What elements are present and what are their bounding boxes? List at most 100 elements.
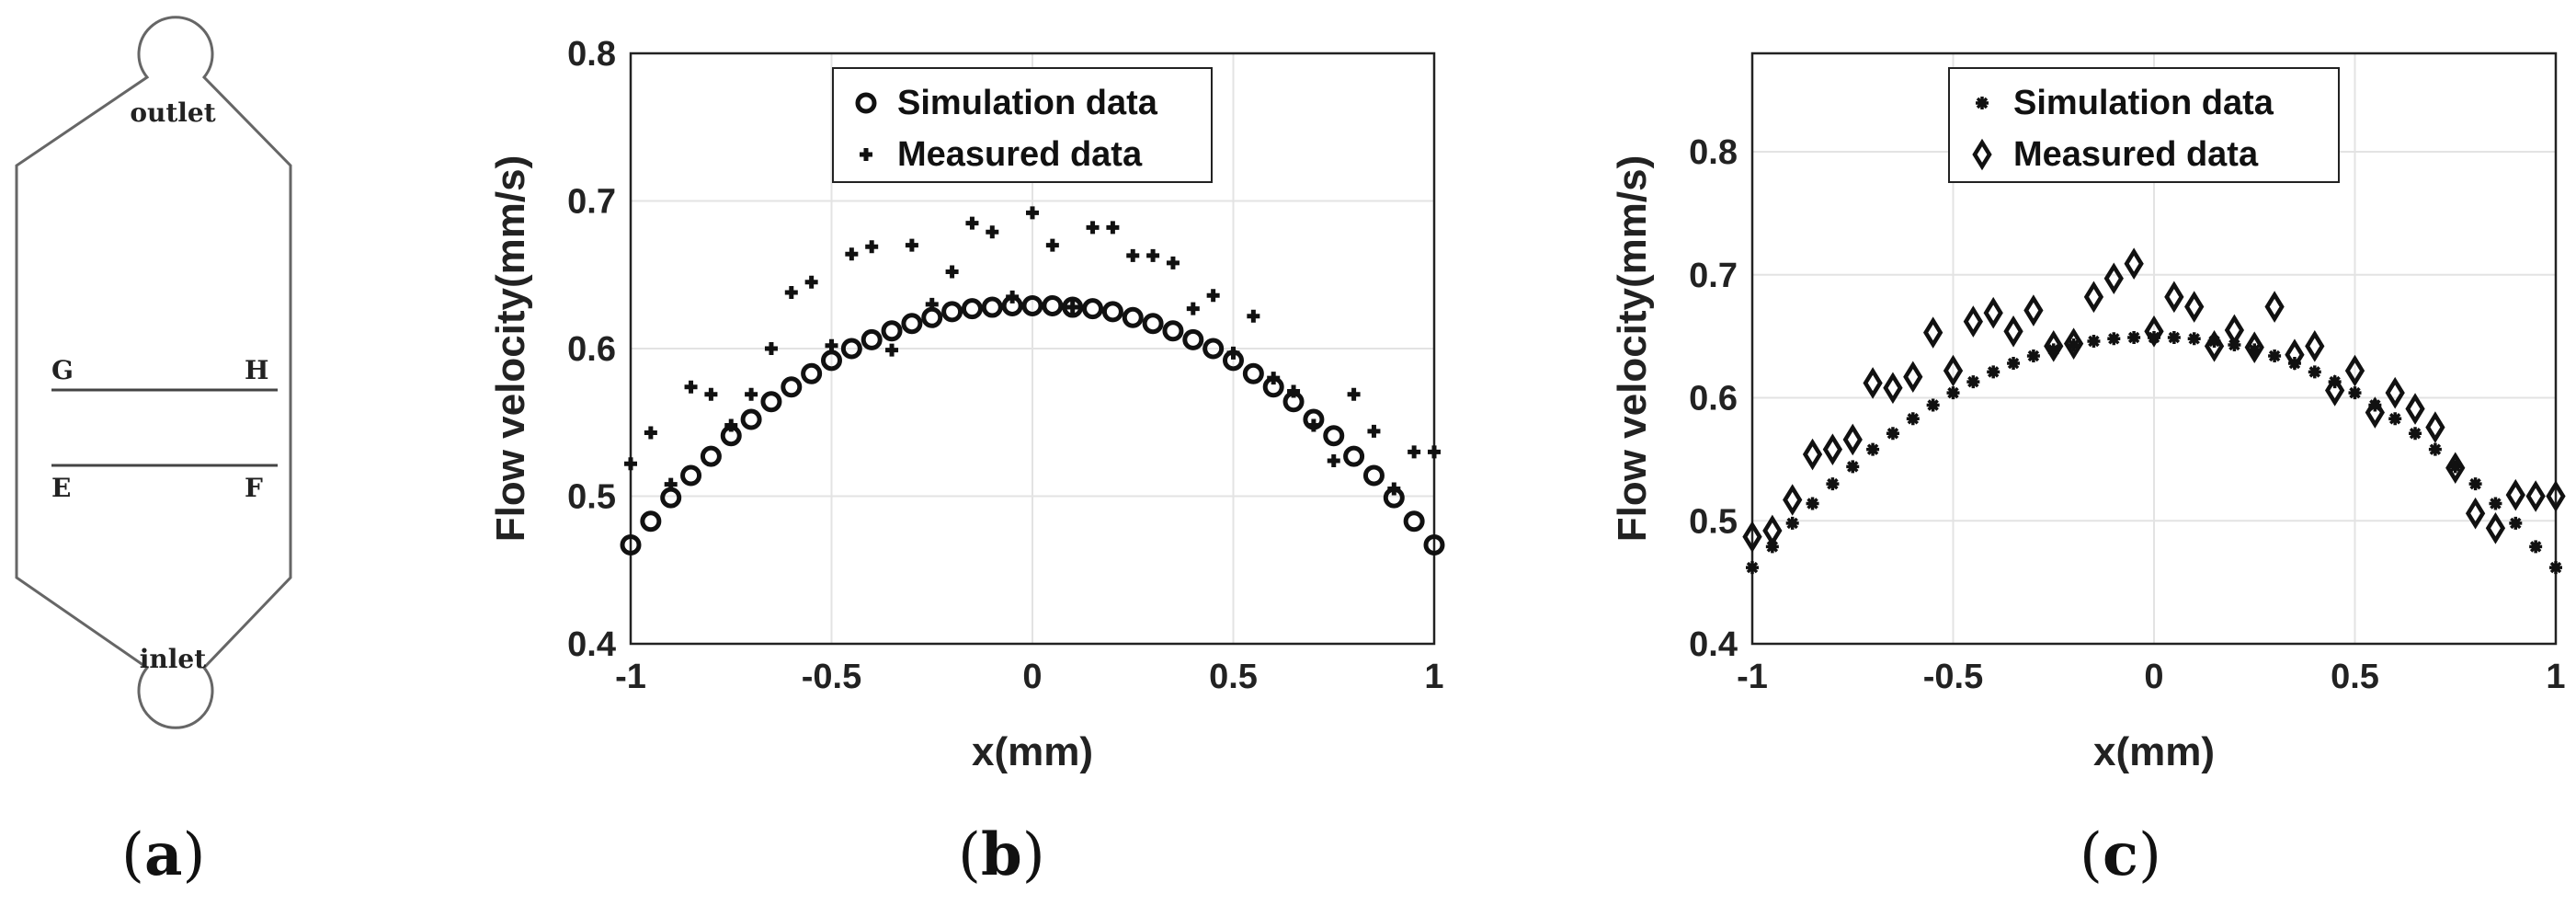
y-tick-label: 0.7 — [1689, 257, 1738, 295]
data-point — [2368, 398, 2382, 412]
plot-c-frame — [1750, 52, 2558, 646]
data-point — [1101, 301, 1123, 323]
data-point — [2485, 511, 2506, 544]
data-point — [1886, 427, 1899, 441]
y-tick-label: 0.4 — [1689, 625, 1738, 664]
data-point — [2248, 343, 2262, 357]
data-point — [2489, 497, 2502, 510]
data-point — [781, 376, 803, 398]
data-point — [2124, 247, 2144, 281]
data-point — [1166, 256, 1180, 269]
plot-b-ticks: -1 -0.5 0 0.5 1 0.4 0.5 0.6 0.7 0.8 — [567, 35, 1443, 696]
data-point — [1846, 460, 1860, 474]
data-point — [1367, 424, 1381, 438]
data-point — [901, 313, 923, 335]
plot-b-y-axis-title: Flow velocity(mm/s) — [488, 155, 533, 543]
data-point — [2425, 411, 2445, 443]
data-point — [1428, 445, 1441, 459]
data-point — [2409, 427, 2422, 441]
data-point — [1866, 442, 1880, 456]
data-point — [684, 380, 698, 394]
data-point — [2505, 478, 2525, 511]
data-point — [2428, 442, 2442, 456]
data-point — [2083, 281, 2104, 314]
data-point — [1842, 423, 1863, 456]
data-point — [865, 240, 879, 254]
plot-c-series-0 — [1746, 330, 2562, 575]
data-point — [2344, 354, 2365, 387]
data-point — [764, 342, 778, 355]
data-point — [1408, 445, 1421, 459]
data-point — [1006, 290, 1020, 304]
data-point — [2184, 291, 2205, 323]
data-point — [1883, 372, 1903, 405]
y-tick-label: 0.5 — [567, 478, 616, 517]
plot-b-legend-label-0: Simulation data — [897, 84, 1158, 122]
data-point — [664, 477, 678, 491]
data-point — [1762, 514, 1783, 547]
data-point — [861, 328, 883, 350]
data-point — [2144, 315, 2164, 348]
plot-c-legend: Simulation data Measured data — [1948, 67, 2340, 183]
data-point — [624, 457, 637, 471]
x-tick-label: -1 — [1737, 658, 1768, 696]
data-point — [2308, 365, 2321, 379]
data-point — [2164, 281, 2184, 314]
data-point — [704, 387, 718, 401]
data-point — [1742, 521, 1762, 553]
data-point — [2007, 357, 2021, 371]
data-point — [881, 320, 903, 342]
plot-b-series-1 — [624, 206, 1441, 496]
data-point — [2468, 477, 2482, 491]
data-point — [1347, 387, 1361, 401]
x-tick-label: 0 — [2144, 658, 2163, 696]
data-point — [1987, 365, 2000, 379]
data-point — [1182, 328, 1204, 350]
data-point — [2264, 291, 2285, 323]
data-point — [1323, 425, 1345, 447]
data-point — [2103, 262, 2124, 295]
data-point — [1783, 484, 1803, 516]
data-point — [1267, 372, 1281, 385]
legend-marker — [860, 148, 872, 161]
data-point — [1746, 561, 1759, 575]
legend-marker — [1976, 97, 1989, 109]
data-point — [1126, 248, 1140, 262]
data-point — [840, 338, 862, 360]
plot-c-legend-marker-0 — [1976, 97, 1989, 109]
data-point — [2405, 393, 2425, 425]
data-point — [1287, 384, 1301, 398]
x-tick-label: -1 — [615, 658, 646, 696]
data-point — [1206, 289, 1220, 303]
data-point — [2224, 314, 2245, 347]
data-point — [921, 306, 943, 328]
data-point — [804, 275, 818, 289]
data-point — [1863, 367, 1883, 399]
data-point — [1387, 482, 1401, 496]
data-point — [1802, 438, 1823, 471]
plot-b-frame — [629, 52, 1436, 646]
plot-b-legend-marker-1 — [860, 148, 872, 161]
data-point — [784, 286, 798, 300]
data-point — [1086, 221, 1100, 235]
x-tick-label: 0 — [1022, 658, 1042, 696]
point-g-label: G — [51, 355, 74, 385]
data-point — [2465, 497, 2486, 530]
data-point — [2067, 338, 2080, 351]
x-tick-label: 0.5 — [1209, 658, 1258, 696]
data-point — [925, 297, 939, 311]
panel-a-label: (a) — [121, 820, 206, 889]
data-point — [986, 225, 999, 239]
data-point — [1403, 510, 1425, 533]
data-point — [2365, 396, 2385, 429]
data-point — [1423, 533, 1445, 556]
data-point — [2529, 540, 2543, 554]
plot-b-x-axis-title: x(mm) — [972, 729, 1093, 774]
data-point — [1826, 477, 1840, 491]
data-point — [2305, 330, 2325, 362]
data-point — [2325, 374, 2345, 407]
data-point — [1122, 306, 1144, 328]
data-point — [1963, 305, 1983, 338]
y-tick-label: 0.7 — [567, 183, 616, 222]
